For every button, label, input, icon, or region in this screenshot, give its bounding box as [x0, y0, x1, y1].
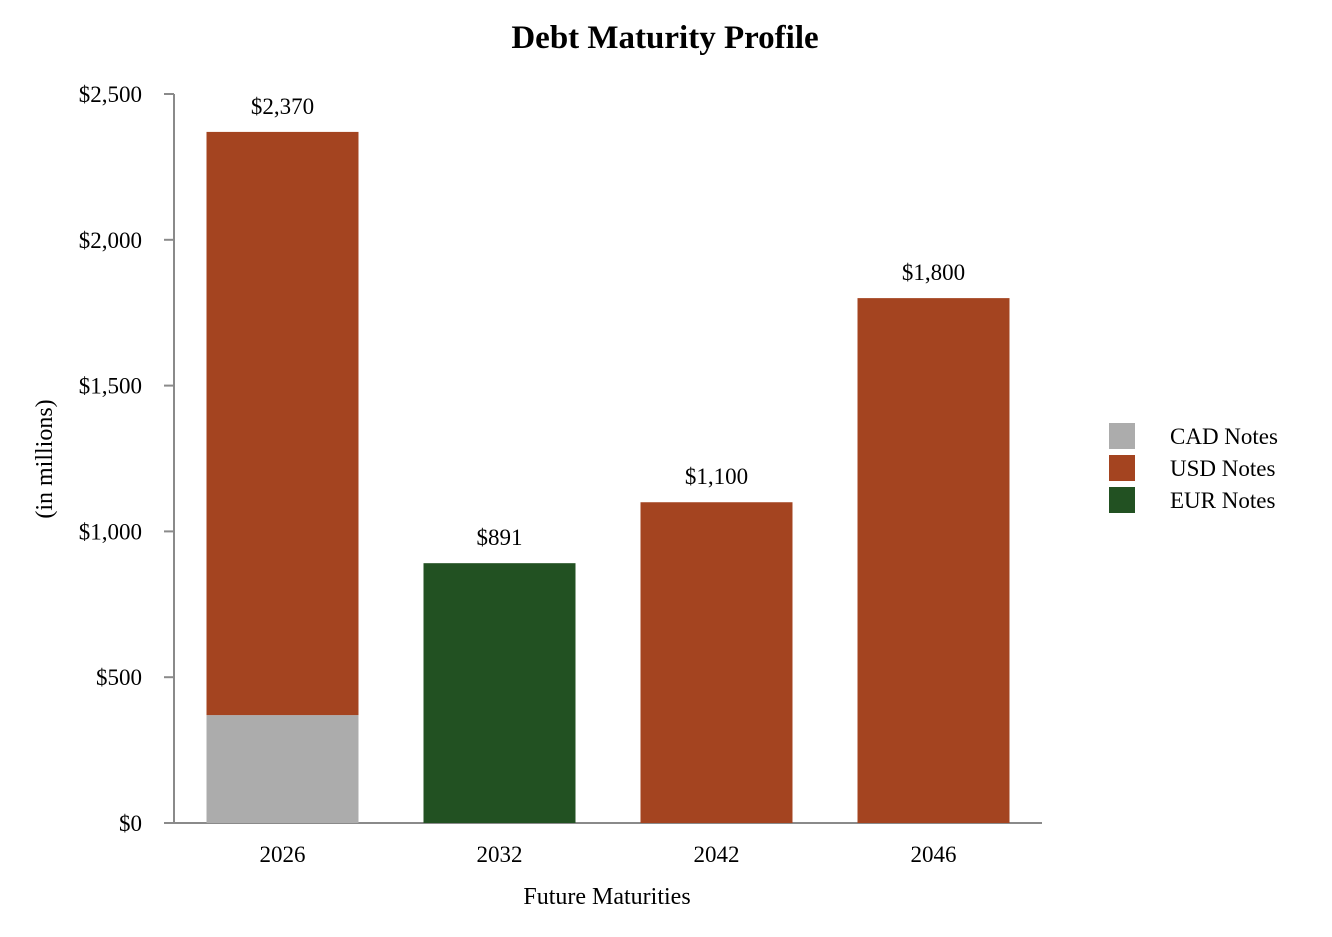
y-tick-label: $0	[119, 811, 142, 836]
data-label: $1,100	[685, 464, 748, 489]
x-tick-label: 2026	[260, 842, 306, 867]
x-tick-label: 2032	[477, 842, 523, 867]
legend-label: EUR Notes	[1170, 488, 1275, 513]
x-tick-label: 2042	[694, 842, 740, 867]
data-label: $2,370	[251, 94, 314, 119]
y-tick-label: $1,000	[79, 519, 142, 544]
legend-swatch	[1109, 487, 1135, 513]
bar-2032-eur-notes	[423, 563, 576, 823]
bar-2026-usd-notes	[206, 131, 359, 716]
legend-label: USD Notes	[1170, 456, 1275, 481]
legend-swatch	[1109, 455, 1135, 481]
y-tick-label: $2,500	[79, 82, 142, 107]
bar-2026-cad-notes	[206, 715, 359, 823]
bar-2042-usd-notes	[640, 502, 793, 823]
data-label: $891	[477, 525, 523, 550]
x-tick-label: 2046	[911, 842, 957, 867]
legend-swatch	[1109, 423, 1135, 449]
legend-label: CAD Notes	[1170, 424, 1278, 449]
y-axis-label: (in millions)	[32, 399, 58, 518]
chart-title: Debt Maturity Profile	[511, 20, 818, 56]
x-axis-label: Future Maturities	[523, 884, 690, 910]
data-label: $1,800	[902, 260, 965, 285]
bar-2046-usd-notes	[857, 298, 1010, 823]
y-tick-label: $2,000	[79, 228, 142, 253]
y-tick-label: $500	[96, 665, 142, 690]
y-tick-label: $1,500	[79, 374, 142, 399]
